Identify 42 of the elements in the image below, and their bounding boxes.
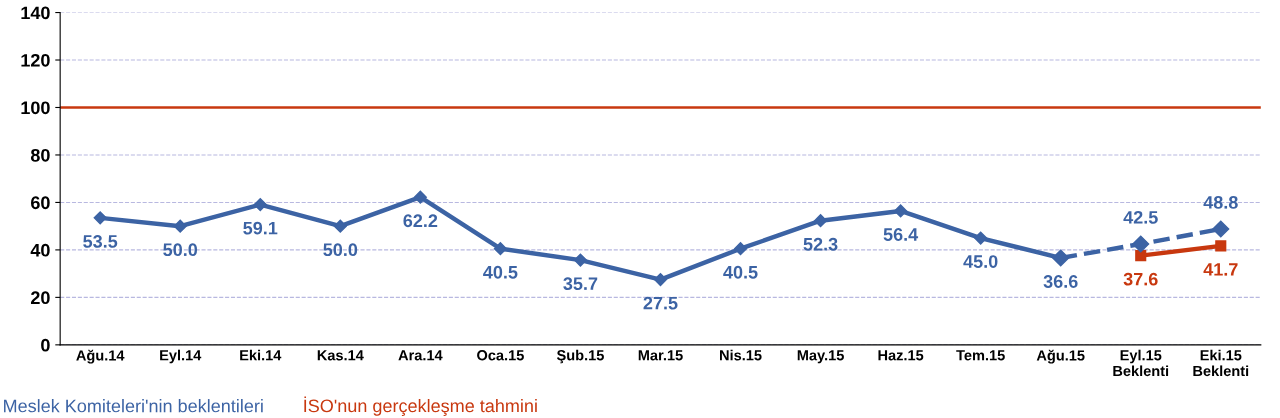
data-label: 62.2	[403, 214, 438, 228]
y-tick-label: 40	[30, 243, 50, 257]
y-tick-label: 140	[21, 6, 50, 20]
y-tick-label: 0	[41, 338, 50, 352]
text: Meslek Komiteleri'nin beklentileri	[4, 399, 263, 413]
data-label: 37.6	[1123, 272, 1158, 286]
data-label: 48.8	[1203, 196, 1238, 209]
x-tick-label: Haz.15	[878, 350, 924, 361]
x-tick-label: May.15	[797, 350, 844, 364]
x-tick-label: Eyl.14	[160, 349, 202, 364]
y-tick-label: 80	[30, 148, 50, 162]
data-label: 53.5	[83, 235, 118, 248]
x-tick-label: Eki.15 Beklenti	[1193, 349, 1249, 377]
y-tick-label: 60	[31, 196, 50, 210]
x-tick-label: Nis.15	[720, 349, 762, 361]
data-label: 56.4	[883, 228, 919, 241]
y-tick-label: 100	[21, 101, 50, 115]
x-tick-label: Eyl.15 Beklenti	[1113, 349, 1169, 377]
x-tick-label: Mar.15	[638, 350, 683, 361]
data-label: 27.5	[643, 296, 678, 310]
data-label: 50.0	[163, 243, 198, 257]
data-label: 52.3	[803, 237, 838, 251]
x-tick-label: Oca.15	[477, 350, 524, 361]
y-tick-label: 120	[21, 53, 50, 67]
x-tick-label: Ara.14	[398, 350, 443, 361]
x-tick-label: Ağu.14	[76, 349, 125, 364]
data-label: 45.0	[963, 255, 998, 268]
data-label: 35.7	[563, 277, 598, 291]
x-tick-label: Tem.15	[956, 350, 1005, 361]
data-label: 36.6	[1043, 275, 1078, 288]
data-label: 42.5	[1123, 210, 1158, 224]
text: İSO'nun gerçekleşme tahmini	[304, 396, 537, 416]
data-label: 41.7	[1203, 263, 1238, 276]
data-label: 50.0	[323, 243, 358, 257]
data-label: 40.5	[483, 265, 518, 279]
x-tick-label: Eki.14	[240, 349, 282, 361]
x-tick-label: Ağu.15	[1036, 349, 1085, 364]
y-tick-label: 20	[30, 291, 50, 305]
data-label: 59.1	[243, 221, 278, 235]
data-label: 40.5	[723, 265, 758, 279]
x-tick-label: Şub.15	[556, 349, 604, 364]
x-tick-label: Kas.14	[317, 350, 364, 361]
